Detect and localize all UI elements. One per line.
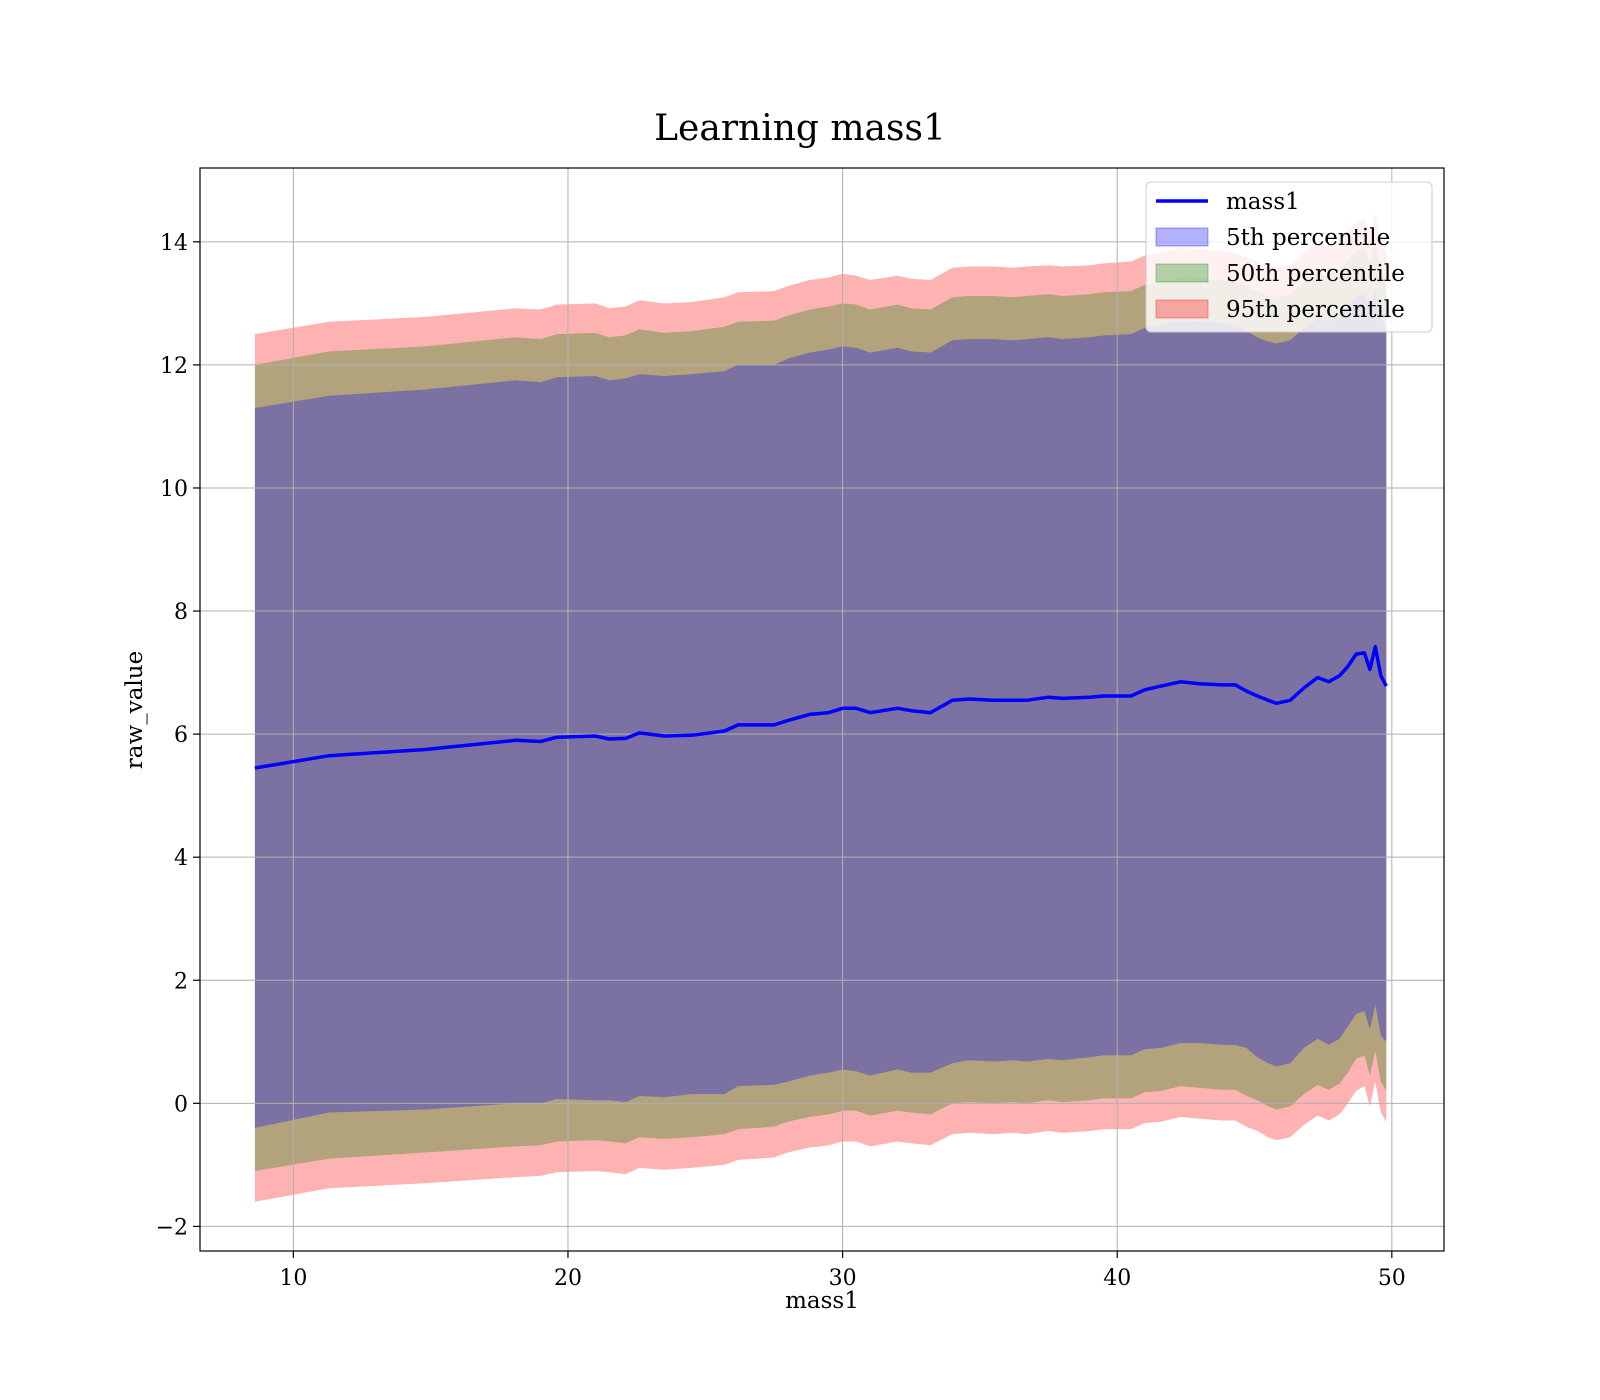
y-tick-label: 4	[174, 846, 188, 871]
x-tick-label: 30	[829, 1266, 857, 1291]
y-tick-label: 0	[174, 1092, 188, 1117]
percentile-bands	[254, 212, 1387, 1202]
x-axis-label: mass1	[785, 1288, 859, 1314]
grid-lines	[200, 168, 1444, 1251]
x-axis-ticks: 10 20 30 40 50	[279, 1251, 1406, 1291]
legend-label: 50th percentile	[1226, 261, 1405, 287]
y-tick-label: 2	[174, 969, 188, 994]
y-tick-label: −2	[156, 1215, 188, 1240]
band-50th	[254, 241, 1387, 1172]
x-tick-label: 10	[279, 1266, 307, 1291]
y-tick-label: 14	[160, 231, 188, 256]
legend: mass1 5th percentile 50th percentile 95th p…	[1145, 181, 1433, 333]
y-axis-label: raw_value	[122, 651, 148, 769]
series-line-mass1	[254, 644, 1388, 770]
legend-label: 5th percentile	[1226, 225, 1390, 251]
legend-swatch-95th	[1155, 299, 1209, 319]
x-tick-label: 20	[554, 1266, 582, 1291]
legend-label: 95th percentile	[1226, 297, 1405, 323]
legend-box	[1145, 181, 1433, 333]
y-tick-label: 8	[174, 600, 188, 625]
x-tick-label: 40	[1103, 1266, 1131, 1291]
series-line-group	[254, 644, 1388, 770]
chart-title: Learning mass1	[654, 108, 946, 149]
band-95th	[254, 212, 1387, 1202]
band-5th	[254, 288, 1387, 1128]
y-tick-label: 12	[160, 354, 188, 379]
y-axis-ticks: −2 0 2 4 6 8 10 12 14	[156, 231, 200, 1240]
x-tick-label: 50	[1378, 1266, 1406, 1291]
y-tick-label: 10	[160, 477, 188, 502]
legend-swatch-50th	[1155, 263, 1209, 283]
legend-label: mass1	[1226, 189, 1300, 215]
plot-frame	[199, 167, 1445, 1252]
y-tick-label: 6	[174, 723, 188, 748]
legend-swatch-5th	[1155, 227, 1209, 247]
